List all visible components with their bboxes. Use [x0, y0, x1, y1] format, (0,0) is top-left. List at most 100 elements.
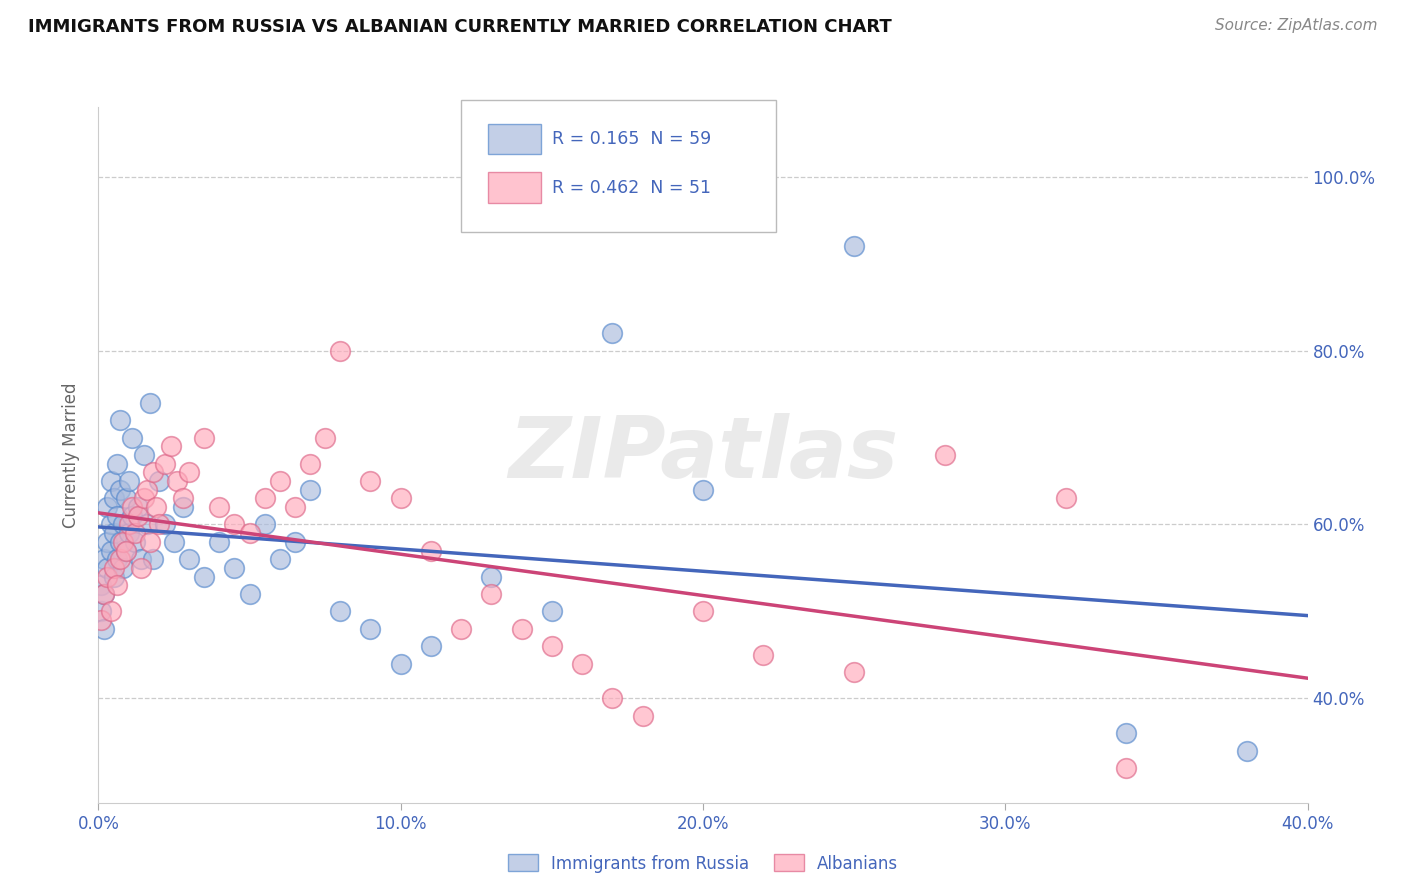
Point [105, 457, 128, 471]
Point [135, 517, 157, 532]
Point [108, 483, 131, 497]
Point [692, 483, 714, 497]
Point [481, 570, 503, 584]
Point [153, 517, 176, 532]
Point [166, 474, 188, 488]
Point [360, 474, 382, 488]
FancyBboxPatch shape [488, 172, 541, 203]
Point [329, 343, 352, 358]
Point [114, 491, 136, 506]
Point [105, 552, 128, 566]
Point [100, 543, 122, 558]
Point [160, 439, 183, 453]
Point [253, 491, 276, 506]
Point [118, 517, 141, 532]
Point [93, 587, 115, 601]
Point [179, 465, 201, 479]
Point [121, 508, 143, 523]
Point [90, 613, 112, 627]
Point [118, 474, 141, 488]
Point [103, 491, 125, 506]
Point [96, 570, 118, 584]
Point [114, 543, 136, 558]
Point [124, 526, 146, 541]
Point [224, 561, 246, 575]
Point [111, 561, 134, 575]
Point [329, 605, 352, 619]
Point [844, 665, 866, 680]
Point [602, 691, 624, 706]
FancyBboxPatch shape [461, 100, 776, 232]
Point [132, 448, 155, 462]
Text: R = 0.462  N = 51: R = 0.462 N = 51 [551, 178, 711, 197]
Point [129, 552, 152, 566]
Point [1054, 491, 1077, 506]
Point [93, 587, 115, 601]
Point [105, 508, 128, 523]
Point [1115, 761, 1137, 775]
Point [111, 535, 134, 549]
Point [1236, 744, 1258, 758]
Point [208, 500, 231, 514]
Point [148, 474, 170, 488]
Point [602, 326, 624, 341]
Point [96, 561, 118, 575]
Point [540, 605, 562, 619]
Point [118, 526, 141, 541]
Point [114, 543, 136, 558]
Point [121, 431, 143, 445]
Point [540, 639, 562, 653]
Point [752, 648, 775, 662]
Point [208, 535, 231, 549]
Point [163, 535, 186, 549]
Point [139, 535, 162, 549]
Point [631, 708, 654, 723]
Point [100, 474, 122, 488]
Point [172, 500, 194, 514]
Point [108, 535, 131, 549]
Point [105, 578, 128, 592]
Point [284, 535, 307, 549]
Point [299, 483, 322, 497]
Point [269, 474, 291, 488]
Point [142, 552, 165, 566]
Point [124, 535, 146, 549]
Point [934, 448, 956, 462]
Point [103, 526, 125, 541]
Legend: Immigrants from Russia, Albanians: Immigrants from Russia, Albanians [501, 847, 905, 880]
Point [224, 517, 246, 532]
Point [193, 431, 215, 445]
Point [239, 526, 262, 541]
Point [450, 622, 472, 636]
Point [111, 517, 134, 532]
Point [253, 517, 276, 532]
Point [692, 605, 714, 619]
Point [127, 500, 149, 514]
Point [93, 622, 115, 636]
Point [571, 657, 593, 671]
Point [132, 491, 155, 506]
Point [314, 431, 336, 445]
Point [96, 500, 118, 514]
Point [284, 500, 307, 514]
Text: ZIPatlas: ZIPatlas [508, 413, 898, 497]
Point [90, 578, 112, 592]
Point [148, 517, 170, 532]
Point [108, 552, 131, 566]
Point [121, 500, 143, 514]
Y-axis label: Currently Married: Currently Married [62, 382, 80, 528]
Point [139, 396, 162, 410]
Point [135, 483, 157, 497]
Point [844, 239, 866, 253]
Point [510, 622, 533, 636]
Text: IMMIGRANTS FROM RUSSIA VS ALBANIAN CURRENTLY MARRIED CORRELATION CHART: IMMIGRANTS FROM RUSSIA VS ALBANIAN CURRE… [28, 18, 891, 36]
Point [100, 517, 122, 532]
Point [269, 552, 291, 566]
Point [239, 587, 262, 601]
Point [172, 491, 194, 506]
Point [389, 657, 412, 671]
Point [129, 561, 152, 575]
Point [179, 552, 201, 566]
Point [145, 500, 167, 514]
Point [420, 543, 443, 558]
